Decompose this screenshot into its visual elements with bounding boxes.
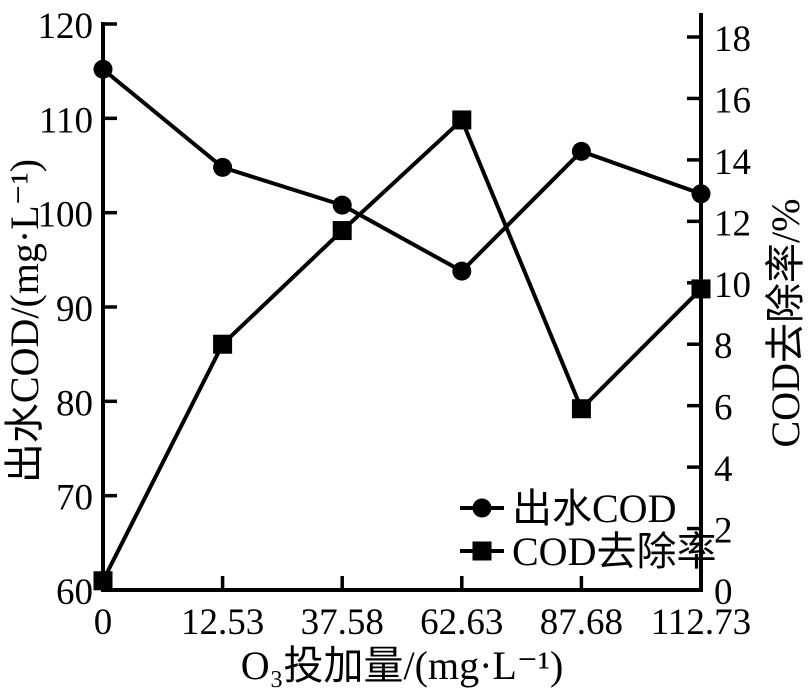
left-axis-tick-label: 70 (56, 478, 93, 519)
legend-square-marker-icon (472, 541, 492, 561)
x-axis-tick-label: 87.68 (540, 602, 623, 643)
x-axis-tick-label: 12.53 (181, 602, 264, 643)
legend-label: 出水COD (512, 486, 676, 531)
series-0-point (93, 59, 113, 79)
right-axis-title: COD去除率/% (763, 199, 808, 448)
series-1-point (571, 399, 591, 419)
x-axis-title: O₃投加量/(mg·L⁻¹) (241, 643, 564, 688)
series-0-point (213, 157, 233, 177)
x-axis-tick-label: 112.73 (651, 602, 751, 643)
right-axis-tick-label: 0 (714, 572, 733, 613)
left-axis-tick-label: 110 (39, 100, 93, 141)
series-0-point (691, 184, 711, 204)
left-axis-tick-label: 80 (56, 383, 93, 424)
x-axis-tick-label: 37.58 (301, 602, 384, 643)
legend-label: COD去除率 (512, 529, 716, 574)
series-0-point (571, 141, 591, 161)
series-1-point (93, 571, 113, 591)
right-axis-tick-label: 10 (714, 265, 751, 306)
right-axis-tick-label: 4 (714, 449, 733, 490)
right-axis-tick-label: 14 (714, 142, 751, 183)
series-1-point (332, 221, 352, 241)
left-axis-tick-label: 120 (38, 6, 94, 47)
left-axis-tick-label: 100 (38, 195, 94, 236)
right-axis-tick-label: 16 (714, 80, 751, 121)
series-0-point (332, 195, 352, 215)
right-axis-tick-label: 12 (714, 203, 751, 244)
right-axis-tick-label: 18 (714, 19, 751, 60)
series-0-line (101, 67, 702, 274)
legend-circle-marker-icon (472, 498, 492, 518)
series-1-point (691, 279, 711, 299)
right-axis-tick-label: 6 (714, 388, 733, 429)
series-1-line (101, 116, 703, 582)
x-axis-tick-label: 0 (94, 602, 113, 643)
left-axis-title: 出水COD/(mg·L⁻¹) (2, 159, 47, 483)
series-0-point (452, 261, 472, 281)
right-axis-tick-label: 2 (714, 511, 733, 552)
series-1-point (452, 110, 472, 130)
left-axis-tick-label: 60 (56, 572, 93, 613)
series-1-point (213, 334, 233, 354)
left-axis-tick-label: 90 (56, 289, 93, 330)
right-axis-tick-label: 8 (714, 326, 733, 367)
x-axis-tick-label: 62.63 (420, 602, 503, 643)
